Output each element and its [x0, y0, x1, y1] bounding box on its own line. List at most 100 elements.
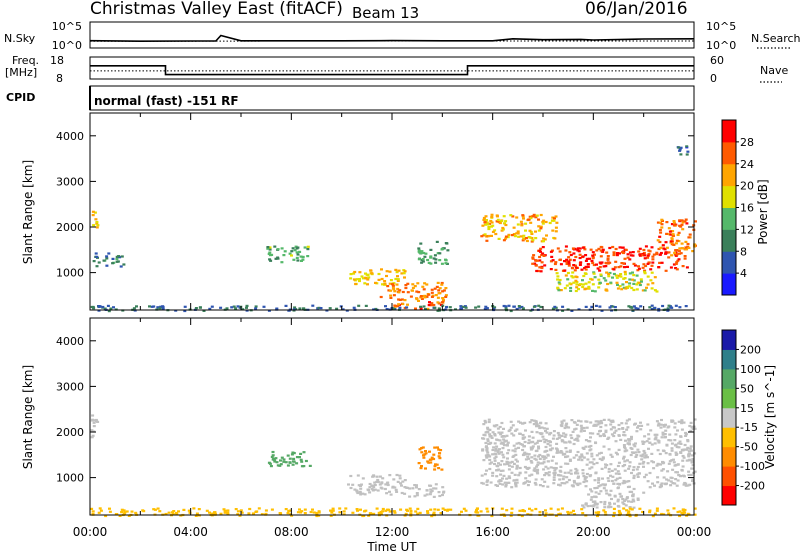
scatter-cell [635, 288, 639, 291]
scatter-cell [554, 230, 558, 233]
scatter-cell [685, 514, 689, 517]
scatter-cell [580, 508, 584, 511]
scatter-cell [411, 286, 415, 289]
scatter-cell [575, 469, 579, 472]
scatter-cell [629, 446, 633, 450]
scatter-cell [631, 493, 635, 496]
freq-label-line1: Freq. [12, 54, 39, 67]
scatter-cell [618, 492, 622, 495]
scatter-cell [533, 454, 537, 457]
scatter-cell [614, 260, 618, 263]
scatter-cell [643, 456, 647, 459]
scatter-cell [558, 278, 562, 282]
scatter-cell [171, 511, 174, 514]
scatter-cell [566, 271, 570, 275]
scatter-cell [427, 461, 431, 464]
scatter-cell [574, 427, 578, 430]
scatter-cell [607, 479, 611, 482]
scatter-cell [298, 307, 302, 310]
scatter-cell [550, 459, 554, 462]
scatter-cell [289, 513, 293, 516]
scatter-cell [490, 215, 494, 218]
scatter-cell [588, 461, 592, 464]
scatter-cell [432, 457, 436, 461]
scatter-cell [485, 456, 489, 459]
scatter-cell [604, 463, 607, 466]
scatter-cell [691, 457, 695, 461]
scatter-cell [122, 263, 126, 266]
scatter-cell [266, 247, 270, 250]
scatter-cell [651, 255, 655, 258]
scatter-cell [688, 424, 692, 428]
scatter-cell [610, 497, 613, 501]
scatter-cell [659, 463, 662, 466]
scatter-cell [677, 474, 681, 477]
scatter-cell [540, 432, 544, 435]
scatter-cell [555, 221, 559, 224]
scatter-cell [519, 220, 523, 223]
scatter-cell [693, 470, 697, 473]
scatter-cell [627, 418, 631, 421]
scatter-cell [433, 306, 437, 309]
scatter-cell [415, 484, 418, 487]
scatter-cell [662, 449, 666, 453]
scatter-cell [485, 239, 489, 242]
scatter-cell [437, 307, 441, 310]
scatter-cell [271, 454, 275, 457]
scatter-cell [355, 508, 359, 511]
scatter-cell [295, 256, 299, 259]
scatter-cell [644, 454, 648, 457]
power-colorbar-swatch [722, 251, 736, 274]
scatter-cell [595, 506, 599, 509]
scatter-cell [245, 304, 249, 307]
scatter-cell [658, 240, 662, 244]
scatter-cell [294, 245, 298, 248]
scatter-cell [680, 428, 684, 431]
scatter-cell [510, 511, 514, 514]
scatter-cell [634, 307, 638, 310]
nave-tick-top: 60 [710, 54, 724, 67]
scatter-cell [588, 445, 591, 448]
scatter-cell [498, 439, 502, 442]
scatter-cell [612, 514, 616, 518]
scatter-cell [311, 508, 314, 511]
scatter-cell [628, 282, 632, 285]
scatter-cell [691, 464, 695, 467]
scatter-cell [670, 237, 674, 240]
scatter-cell [630, 500, 634, 503]
scatter-cell [595, 502, 599, 505]
scatter-cell [523, 451, 527, 454]
scatter-cell [602, 418, 606, 421]
scatter-cell [679, 475, 682, 478]
scatter-cell [572, 281, 576, 284]
scatter-cell [641, 510, 645, 514]
scatter-cell [656, 239, 660, 242]
scatter-cell [598, 434, 602, 438]
scatter-cell [486, 451, 490, 454]
scatter-cell [676, 479, 680, 482]
scatter-cell [488, 442, 492, 445]
scatter-cell [642, 460, 646, 464]
scatter-cell [161, 305, 165, 309]
scatter-cell [510, 465, 514, 468]
scatter-cell [627, 480, 631, 483]
scatter-cell [101, 305, 105, 309]
scatter-cell [659, 483, 663, 487]
scatter-cell [590, 496, 594, 499]
scatter-cell [481, 482, 485, 485]
scatter-cell [400, 484, 403, 487]
scatter-cell [425, 493, 429, 496]
scatter-cell [686, 245, 690, 248]
scatter-cell [595, 454, 599, 457]
scatter-cell [532, 423, 536, 426]
scatter-cell [637, 250, 641, 253]
scatter-cell [626, 511, 630, 515]
scatter-cell [655, 420, 659, 423]
scatter-cell [597, 452, 601, 455]
scatter-cell [657, 247, 661, 251]
scatter-cell [586, 263, 590, 266]
scatter-cell [385, 492, 389, 495]
scatter-cell [554, 467, 558, 470]
time-tick-label: 04:00 [173, 525, 208, 539]
scatter-cell [527, 218, 530, 221]
